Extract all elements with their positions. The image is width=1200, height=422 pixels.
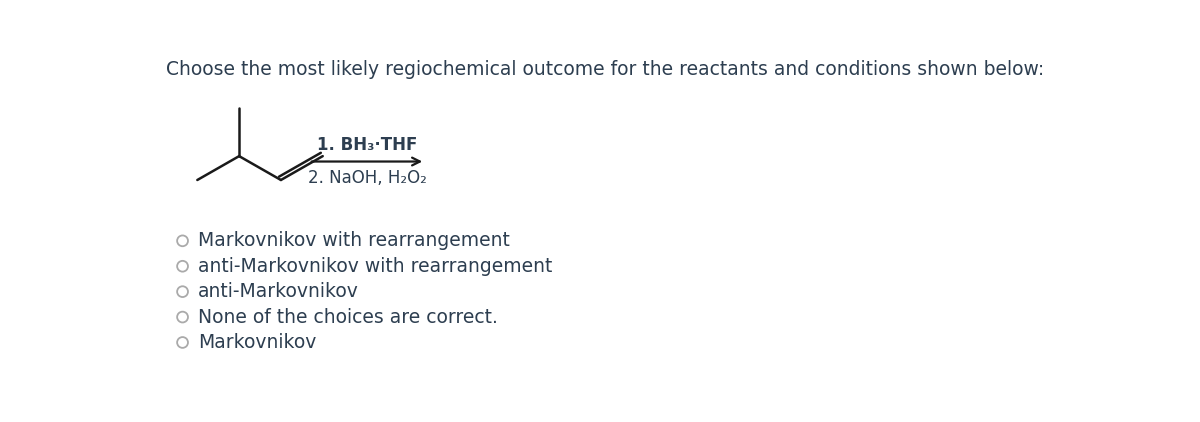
Text: Markovnikov: Markovnikov <box>198 333 317 352</box>
Text: Choose the most likely regiochemical outcome for the reactants and conditions sh: Choose the most likely regiochemical out… <box>166 60 1044 79</box>
Text: None of the choices are correct.: None of the choices are correct. <box>198 308 498 327</box>
Text: anti-Markovnikov: anti-Markovnikov <box>198 282 359 301</box>
Text: 2. NaOH, H₂O₂: 2. NaOH, H₂O₂ <box>307 169 426 187</box>
Text: 1. BH₃·THF: 1. BH₃·THF <box>317 136 418 154</box>
Text: anti-Markovnikov with rearrangement: anti-Markovnikov with rearrangement <box>198 257 552 276</box>
Text: Markovnikov with rearrangement: Markovnikov with rearrangement <box>198 231 510 250</box>
